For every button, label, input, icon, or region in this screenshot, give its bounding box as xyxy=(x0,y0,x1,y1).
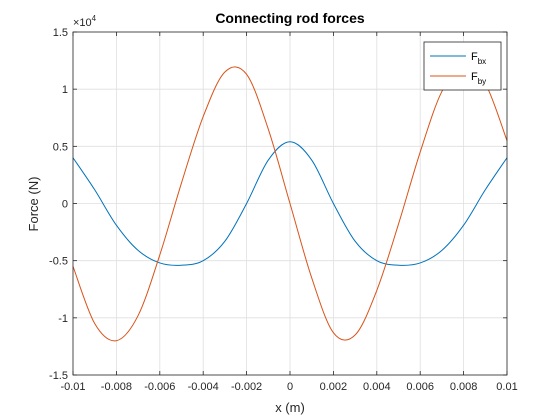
y-axis-label: Force (N) xyxy=(26,177,41,232)
x-tick-label: -0.002 xyxy=(231,381,262,393)
y-tick-label: -0.5 xyxy=(49,256,68,268)
y-tick-label: 0 xyxy=(62,199,68,211)
legend-label-fby-main: F xyxy=(471,71,478,83)
x-tick-label: -0.008 xyxy=(101,381,132,393)
y-exponent-label: ×104 xyxy=(73,14,97,29)
legend-label-fby: Fby xyxy=(471,71,486,86)
x-tick-label: 0.01 xyxy=(496,381,517,393)
y-exponent-base: ×10 xyxy=(73,17,92,29)
x-tick-label: 0.008 xyxy=(450,381,478,393)
y-tick-labels: -1.5 -1 -0.5 0 0.5 1 1.5 xyxy=(49,27,68,382)
y-exponent-power: 4 xyxy=(92,14,97,23)
x-tick-labels: -0.01 -0.008 -0.006 -0.004 -0.002 0 0.002 0.004… xyxy=(60,381,517,393)
x-tick-label: -0.006 xyxy=(144,381,175,393)
y-tick-label: 1.5 xyxy=(53,27,68,39)
y-tick-label: -1 xyxy=(58,313,68,325)
y-tick-label: -1.5 xyxy=(49,370,68,382)
x-tick-label: 0.004 xyxy=(363,381,391,393)
series-layer xyxy=(72,65,508,342)
legend-label-fbx-main: F xyxy=(471,51,478,63)
legend-label-fbx-sub: bx xyxy=(478,57,486,66)
x-tick-label: 0.002 xyxy=(320,381,348,393)
x-tick-label: 0 xyxy=(287,381,293,393)
legend: Fbx Fby xyxy=(423,41,502,91)
x-tick-label: -0.01 xyxy=(60,381,85,393)
x-tick-label: 0.006 xyxy=(406,381,434,393)
series-line-fby xyxy=(72,65,508,342)
x-tick-label: -0.004 xyxy=(188,381,219,393)
chart-title: Connecting rod forces xyxy=(215,10,365,26)
series-line-fbx xyxy=(72,141,508,266)
legend-box xyxy=(423,41,502,91)
x-axis-label: x (m) xyxy=(275,400,305,415)
axis-ticks xyxy=(72,31,508,376)
y-tick-label: 0.5 xyxy=(53,141,68,153)
legend-label-fby-sub: by xyxy=(478,77,486,86)
y-tick-label: 1 xyxy=(62,84,68,96)
legend-label-fbx: Fbx xyxy=(471,51,486,66)
